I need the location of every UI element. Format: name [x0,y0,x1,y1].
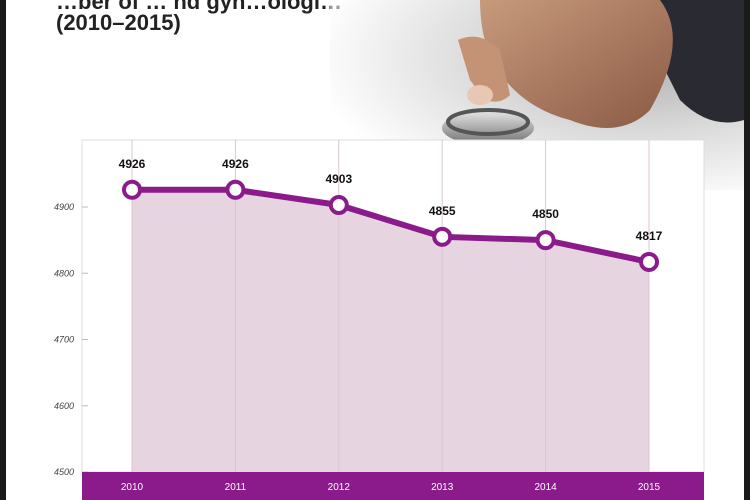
chart-subtitle: (2010–2015) [56,10,181,35]
data-label: 4850 [532,207,559,221]
data-label: 4926 [119,157,146,171]
right-frame-border [744,0,750,500]
data-label: 4926 [222,157,249,171]
data-point [432,226,453,247]
data-label: 4903 [325,172,352,186]
x-tick-label: 2012 [328,482,351,493]
left-frame-border [0,0,6,500]
data-label: 4855 [429,204,456,218]
y-tick-label: 4900 [54,202,74,212]
data-point [225,179,246,200]
series-line [132,186,650,265]
y-tick-label: 4600 [54,401,74,411]
data-point [535,230,556,251]
y-tick-label: 4500 [54,467,74,477]
x-tick-label: 2010 [121,482,144,493]
chart-title-partial: …ber of … nd gyn…ologi… [56,0,342,14]
x-tick-label: 2014 [534,482,557,493]
data-point [328,195,349,216]
data-point [122,179,142,200]
y-tick-label: 4700 [54,335,74,345]
x-tick-label: 2015 [638,482,661,493]
x-tick-label: 2011 [225,482,247,493]
x-axis-band [82,472,704,500]
data-label: 4817 [636,229,663,243]
y-tick-label: 4800 [54,268,74,278]
data-point [639,251,659,272]
series-area-fill [132,189,649,472]
x-tick-label: 2013 [431,482,454,493]
